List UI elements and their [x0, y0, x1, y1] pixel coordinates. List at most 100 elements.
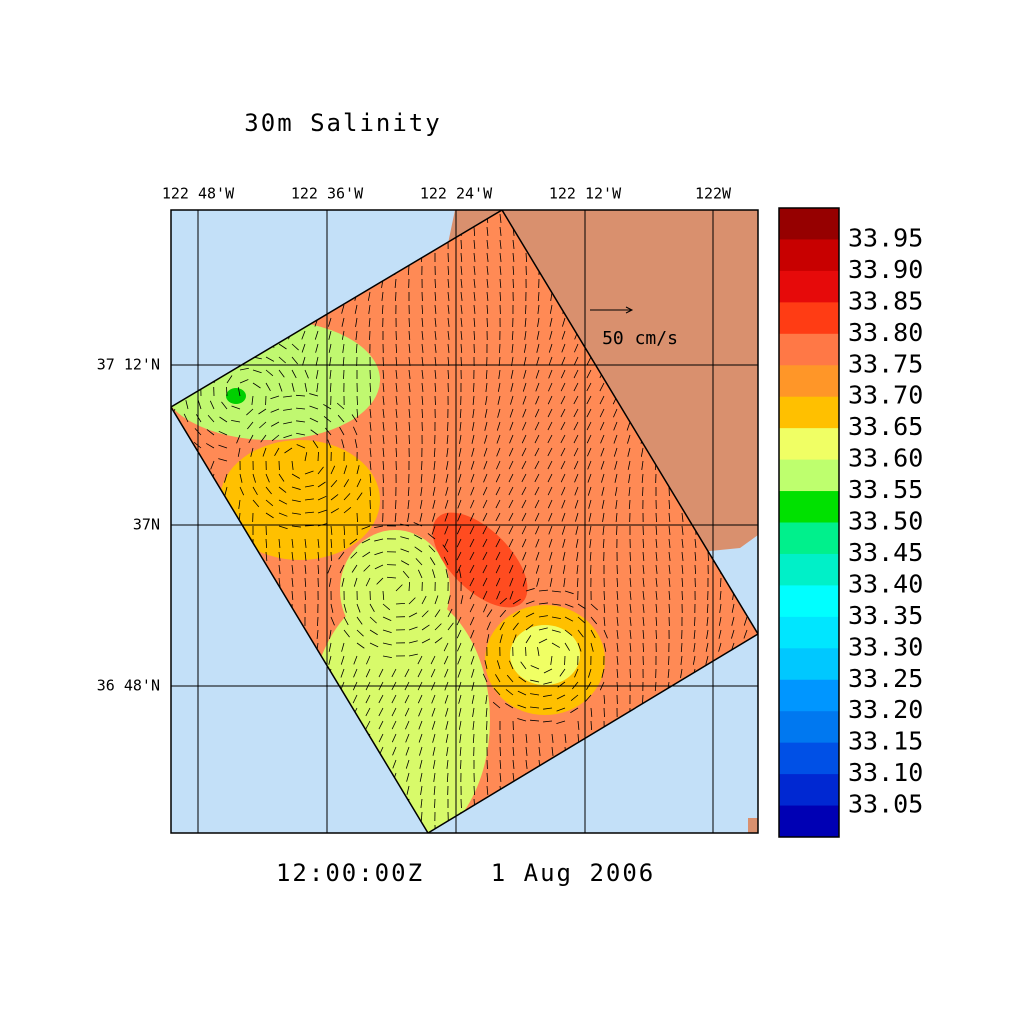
vector-arrow: [601, 668, 605, 678]
vector-arrow: [252, 486, 258, 496]
vector-arrow: [534, 460, 540, 470]
vector-arrow: [447, 369, 450, 380]
vector-arrow: [457, 668, 462, 678]
vector-arrow: [534, 408, 540, 418]
latitude-label: 36 48'N: [97, 677, 160, 695]
colorbar-swatch: [779, 711, 839, 744]
vector-arrow: [302, 356, 306, 366]
vector-arrow: [329, 629, 332, 639]
vector-arrow: [694, 564, 697, 575]
vector-arrow: [628, 499, 631, 510]
vector-arrow: [574, 473, 579, 483]
vector-arrow: [340, 668, 345, 678]
vector-arrow: [392, 759, 397, 769]
vector-arrow: [447, 608, 453, 618]
vector-arrow: [655, 616, 658, 627]
vector-arrow: [309, 393, 319, 397]
vector-arrow: [486, 265, 489, 275]
vector-arrow: [417, 668, 423, 678]
vector-arrow: [495, 512, 501, 522]
vector-arrow: [395, 408, 398, 418]
vector-arrow: [460, 595, 464, 605]
vector-arrow: [693, 642, 696, 652]
vector-arrow: [627, 447, 631, 457]
vector-arrow: [353, 668, 358, 678]
colorbar-label: 33.40: [848, 569, 923, 598]
vector-arrow: [522, 551, 527, 561]
vector-arrow: [469, 538, 475, 548]
colorbar-label: 33.60: [848, 444, 923, 473]
vector-arrow: [378, 733, 384, 743]
vector-arrow: [694, 616, 696, 627]
vector-arrow: [537, 317, 540, 327]
vector-arrow: [365, 577, 371, 587]
vector-arrow: [278, 486, 287, 493]
vector-arrow: [482, 564, 488, 574]
vector-arrow: [482, 525, 488, 535]
vector-arrow: [548, 343, 553, 353]
vector-arrow: [444, 525, 449, 535]
vector-arrow: [573, 382, 579, 392]
vector-arrow: [692, 655, 696, 665]
vector-arrow: [447, 317, 450, 327]
vector-arrow: [535, 551, 540, 561]
vector-arrow: [473, 252, 476, 262]
vector-arrow: [694, 538, 697, 548]
vector-arrow: [238, 499, 241, 509]
vector-arrow: [499, 772, 502, 782]
vector-arrow: [495, 499, 501, 509]
vector-arrow: [304, 369, 309, 379]
vector-arrow: [486, 252, 489, 262]
vector-arrow: [356, 642, 365, 649]
vector-arrow: [382, 629, 392, 633]
vector-arrow: [560, 421, 566, 431]
vector-arrow: [457, 486, 462, 496]
vector-arrow: [374, 564, 384, 570]
vector-arrow: [407, 486, 410, 497]
vector-arrow: [681, 551, 684, 561]
vector-arrow: [642, 590, 645, 600]
vector-arrow: [485, 707, 488, 717]
vector-arrow: [613, 408, 618, 418]
vector-arrow: [271, 434, 280, 442]
vector-arrow: [458, 707, 462, 717]
vector-arrow: [339, 564, 345, 574]
vector-arrow: [522, 395, 527, 405]
vector-arrow: [362, 551, 371, 558]
vector-arrow: [577, 642, 582, 652]
vector-arrow: [512, 278, 514, 289]
vector-arrow: [668, 655, 670, 666]
vector-arrow: [270, 421, 280, 427]
vector-arrow: [265, 473, 270, 483]
vector-arrow: [421, 395, 424, 405]
vector-arrow: [524, 330, 527, 340]
vector-arrow: [586, 421, 592, 431]
vector-arrow: [486, 304, 489, 315]
vector-arrow: [356, 408, 359, 419]
vector-arrow: [395, 369, 398, 379]
vector-arrow: [564, 603, 574, 608]
vector-arrow: [296, 420, 306, 423]
vector-arrow: [508, 551, 514, 561]
vector-arrow: [278, 538, 281, 548]
vector-arrow: [628, 473, 631, 483]
colorbar-swatch: [779, 428, 839, 461]
vector-arrow: [405, 733, 410, 743]
vector-arrow: [521, 486, 527, 496]
vector-arrow: [525, 252, 528, 263]
vector-arrow: [447, 278, 450, 288]
vector-arrow: [432, 569, 436, 579]
vector-arrow: [547, 460, 553, 470]
vector-arrow: [330, 551, 332, 562]
vector-arrow: [304, 564, 307, 574]
colorbar-swatch: [779, 208, 839, 240]
vector-arrow: [469, 616, 475, 626]
vector-arrow: [705, 655, 709, 665]
vector-arrow: [560, 395, 566, 405]
vector-arrow: [668, 525, 671, 535]
vector-arrow: [509, 421, 514, 431]
vector-arrow: [471, 421, 475, 431]
vector-arrow: [599, 382, 605, 392]
vector-arrow: [304, 382, 308, 392]
vector-arrow: [270, 408, 280, 413]
